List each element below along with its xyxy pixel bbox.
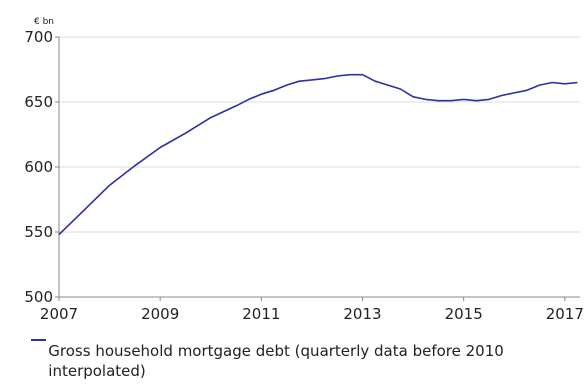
x-tick-label: 2013: [343, 305, 381, 323]
legend: Gross household mortgage debt (quarterly…: [31, 339, 581, 381]
y-tick-label: 650: [24, 93, 53, 111]
y-tick-label: 550: [24, 223, 53, 241]
x-tick-label: 2015: [445, 305, 483, 323]
series-line-mortgage-debt: [58, 73, 578, 236]
y-tick-label: 500: [24, 288, 53, 306]
chart: 2007 2009 2011 2013 2015 2017 500 550 600 650 700…: [24, 17, 584, 323]
x-tick-label: 2009: [141, 305, 179, 323]
y-tick-label: 700: [24, 28, 53, 46]
legend-label: Gross household mortgage debt (quarterly…: [48, 342, 504, 380]
y-axis-ticks: 500 550 600 650 700: [24, 28, 59, 306]
y-unit-label: € bn: [34, 17, 54, 27]
legend-swatch: [31, 339, 47, 341]
x-axis-ticks: 2007 2009 2011 2013 2015 2017: [40, 297, 584, 323]
y-tick-label: 600: [24, 158, 53, 176]
x-tick-label: 2017: [546, 305, 584, 323]
x-tick-label: 2011: [242, 305, 280, 323]
gridlines: [59, 36, 580, 233]
x-tick-label: 2007: [40, 305, 78, 323]
legend-item: Gross household mortgage debt (quarterly…: [31, 339, 581, 381]
